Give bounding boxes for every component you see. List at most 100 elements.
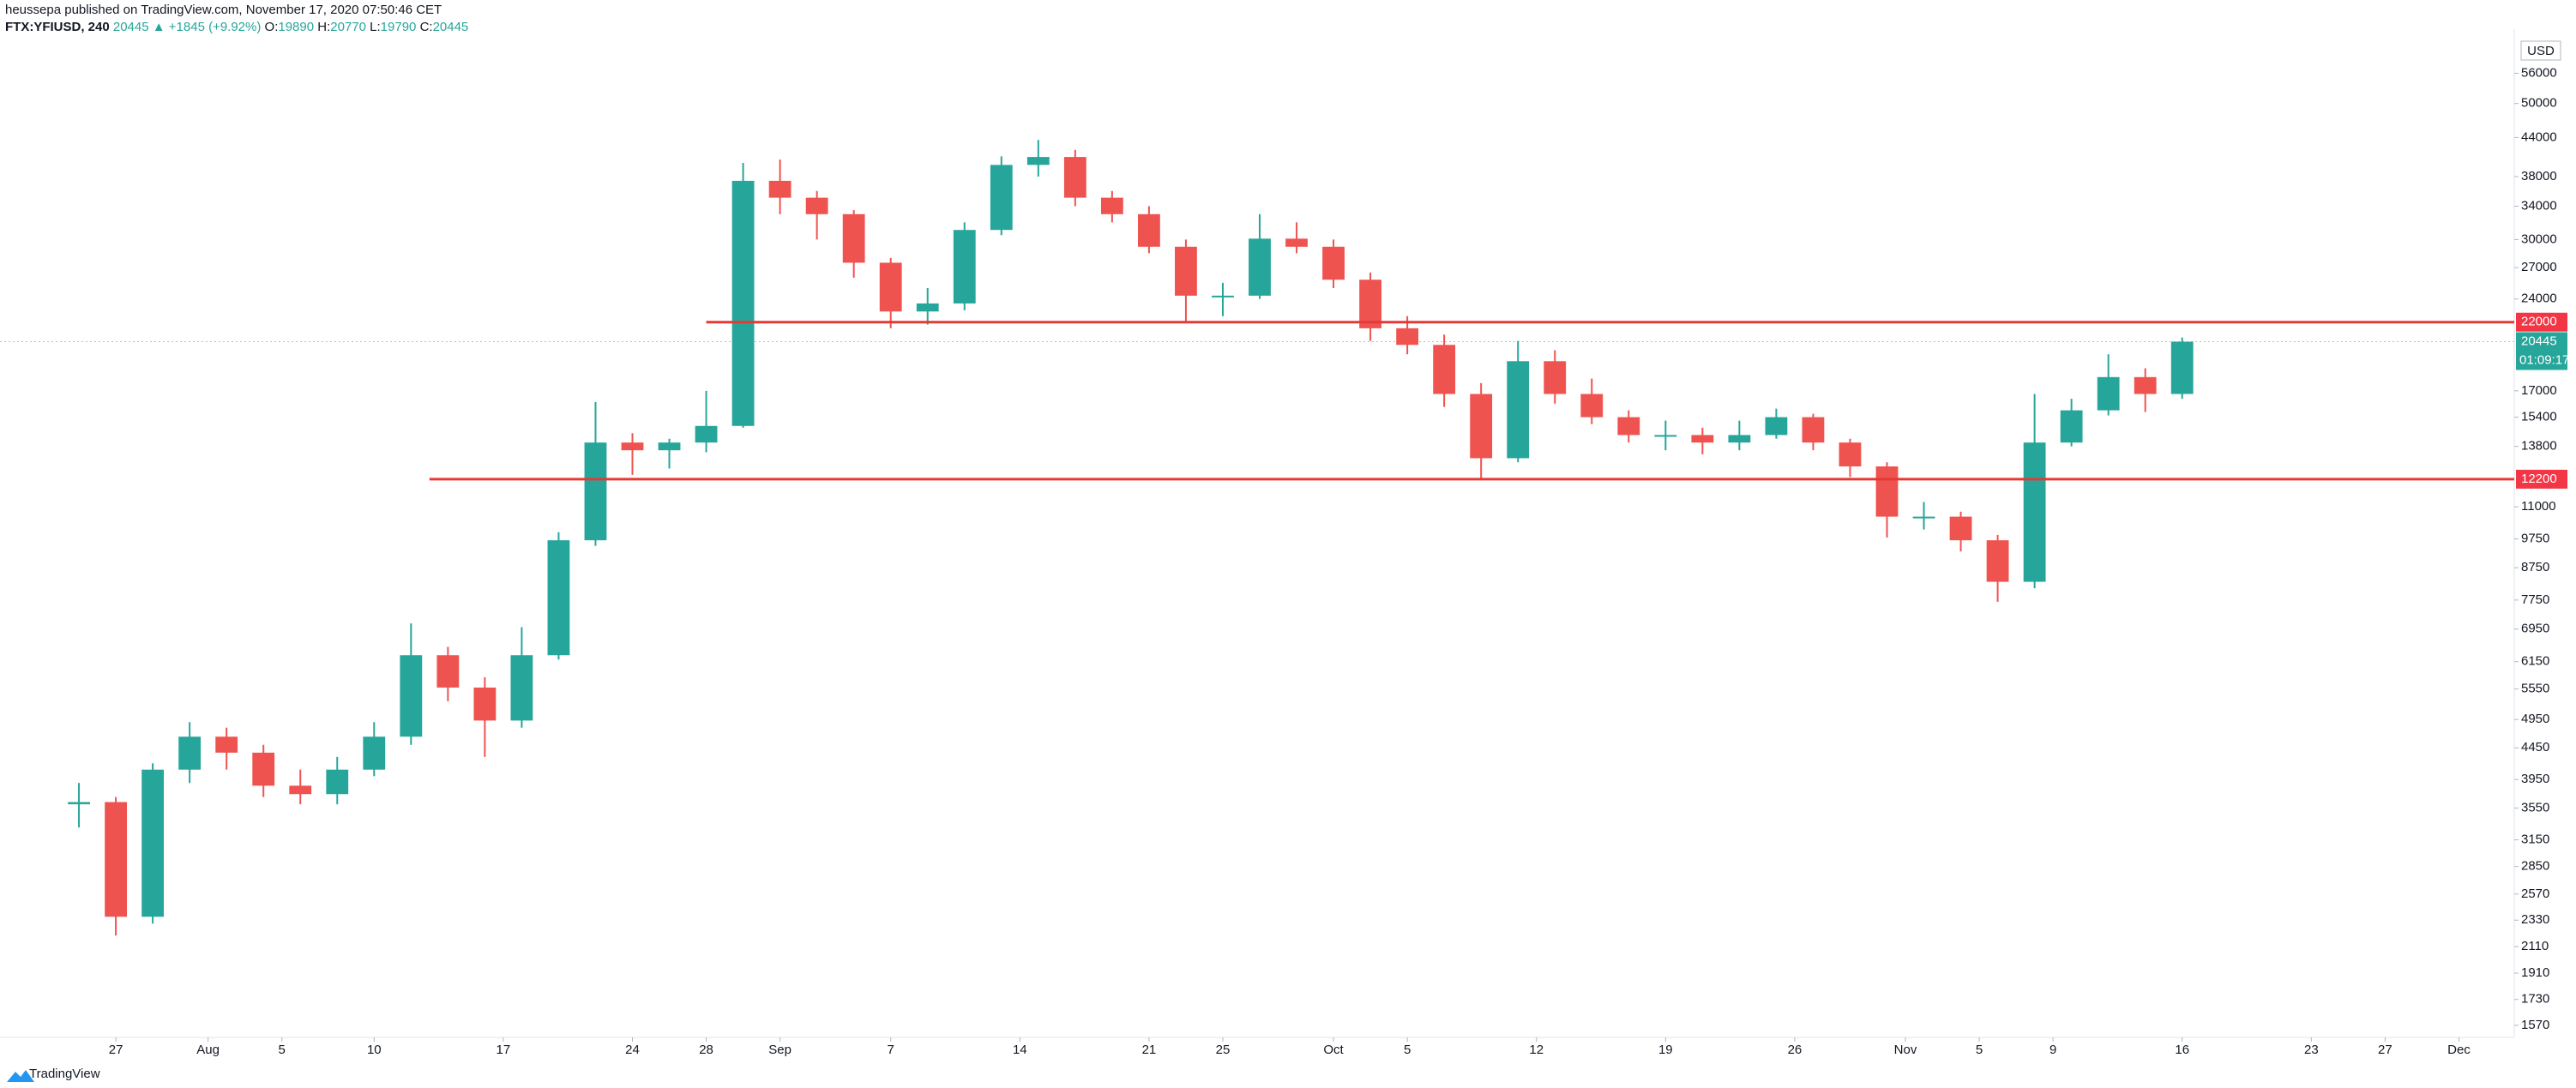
- candle-body: [1322, 246, 1345, 280]
- candle-body: [621, 442, 644, 451]
- y-tick-label: 7750: [2521, 592, 2549, 607]
- candle-body: [1949, 516, 1972, 541]
- x-tick-label: 27: [2378, 1043, 2392, 1057]
- x-tick-label: 5: [1404, 1043, 1411, 1057]
- x-tick-label: 5: [1976, 1043, 1983, 1057]
- x-tick-label: 27: [109, 1043, 123, 1057]
- x-tick-label: 21: [1142, 1043, 1157, 1057]
- y-tick-label: 3550: [2521, 800, 2549, 814]
- candle-body: [916, 303, 939, 312]
- y-tick-label: 4450: [2521, 740, 2549, 754]
- candle-body: [1580, 394, 1604, 418]
- ohlc: O:19890 H:20770 L:19790 C:20445: [265, 20, 469, 34]
- x-tick-label: 28: [699, 1043, 713, 1057]
- price-tag: [2516, 312, 2567, 332]
- price-tag: [2516, 469, 2567, 489]
- x-tick-label: 10: [367, 1043, 382, 1057]
- candle-body: [658, 442, 681, 451]
- candle-body: [68, 802, 90, 805]
- y-tick-label: 38000: [2521, 169, 2557, 183]
- currency: USD: [2527, 44, 2555, 58]
- candle-body: [584, 442, 607, 541]
- candle-body: [1063, 157, 1086, 198]
- x-tick-label: 5: [279, 1043, 286, 1057]
- symbol-line: FTX:YFIUSD, 240 20445 ▲ +1845 (+9.92%) O…: [5, 19, 468, 36]
- y-tick-label: 44000: [2521, 129, 2557, 144]
- x-tick-label: Sep: [768, 1043, 791, 1057]
- price-tag: [2516, 332, 2567, 352]
- candle-body: [1212, 295, 1234, 298]
- candle-body: [1396, 328, 1419, 346]
- x-tick-label: Aug: [196, 1043, 220, 1057]
- y-tick-label: 24000: [2521, 292, 2557, 306]
- candle-body: [436, 655, 460, 688]
- y-tick-label: 17000: [2521, 383, 2557, 398]
- y-tick-label: 2110: [2521, 939, 2549, 953]
- x-tick-label: 7: [888, 1043, 894, 1057]
- candle-body: [2060, 410, 2083, 443]
- candle-body: [2023, 442, 2046, 582]
- y-tick-label: 13800: [2521, 439, 2557, 454]
- candle-body: [2097, 376, 2120, 411]
- candle-body: [1617, 417, 1640, 436]
- ohlc-label: H:: [317, 20, 331, 34]
- y-tick-label: 8750: [2521, 560, 2549, 574]
- ohlc-label: L:: [370, 20, 381, 34]
- x-tick-label: 23: [2304, 1043, 2319, 1057]
- candle-body: [289, 785, 312, 795]
- x-tick-label: 19: [1658, 1043, 1673, 1057]
- candle-body: [1470, 394, 1493, 459]
- x-tick-label: 9: [2049, 1043, 2056, 1057]
- x-tick-label: Nov: [1894, 1043, 1917, 1057]
- candle-body: [768, 180, 791, 198]
- x-tick-label: 16: [2175, 1043, 2189, 1057]
- candle-body: [990, 165, 1013, 231]
- candle-body: [1839, 442, 1862, 466]
- ohlc-value: 20445: [432, 20, 469, 34]
- y-tick-label: 50000: [2521, 96, 2557, 111]
- y-tick-label: 11000: [2521, 499, 2556, 514]
- candle-body: [1285, 238, 1308, 247]
- candle-body: [695, 425, 718, 443]
- candle-body: [252, 752, 275, 786]
- y-tick-label: 3150: [2521, 833, 2549, 847]
- y-tick-label: 2570: [2521, 887, 2549, 901]
- currency-box[interactable]: [2520, 40, 2561, 61]
- y-tick-label: 56000: [2521, 65, 2557, 80]
- header: heussepa published on TradingView.com, N…: [5, 2, 468, 36]
- y-tick-label: 1730: [2521, 992, 2549, 1007]
- candle-body: [1507, 361, 1530, 459]
- x-tick-label: 26: [1788, 1043, 1803, 1057]
- y-tick-label: 6950: [2521, 622, 2549, 636]
- symbol: FTX:YFIUSD, 240: [5, 20, 110, 34]
- publisher: heussepa published on TradingView.com, N…: [5, 3, 442, 17]
- price-tag-label: 22000: [2521, 315, 2557, 329]
- candle-body: [953, 230, 976, 304]
- price-tag-label: 20445: [2521, 334, 2557, 348]
- candle-body: [2170, 341, 2194, 394]
- candle-body: [1912, 516, 1935, 519]
- ohlc-value: 20770: [330, 20, 366, 34]
- price-tag-label: 12200: [2521, 472, 2557, 486]
- y-tick-label: 1910: [2521, 965, 2549, 980]
- countdown-tag: [2516, 351, 2567, 370]
- y-tick-label: 3950: [2521, 772, 2549, 786]
- brand: TradingView: [29, 1067, 100, 1081]
- x-tick-label: Dec: [2447, 1043, 2471, 1057]
- candle-body: [473, 687, 497, 721]
- candle-body: [1986, 540, 2009, 582]
- candle-body: [805, 197, 828, 214]
- candle-body: [400, 655, 423, 737]
- y-tick-label: 34000: [2521, 198, 2557, 213]
- candle-body: [1100, 197, 1123, 214]
- candle-body: [1249, 238, 1271, 296]
- candle-body: [1765, 417, 1788, 436]
- y-tick-label: 6150: [2521, 654, 2549, 669]
- candle-body: [326, 769, 349, 795]
- logo: [7, 1070, 34, 1082]
- candle-body: [510, 655, 533, 721]
- candle-body: [105, 802, 127, 917]
- x-tick-label: 24: [625, 1043, 640, 1057]
